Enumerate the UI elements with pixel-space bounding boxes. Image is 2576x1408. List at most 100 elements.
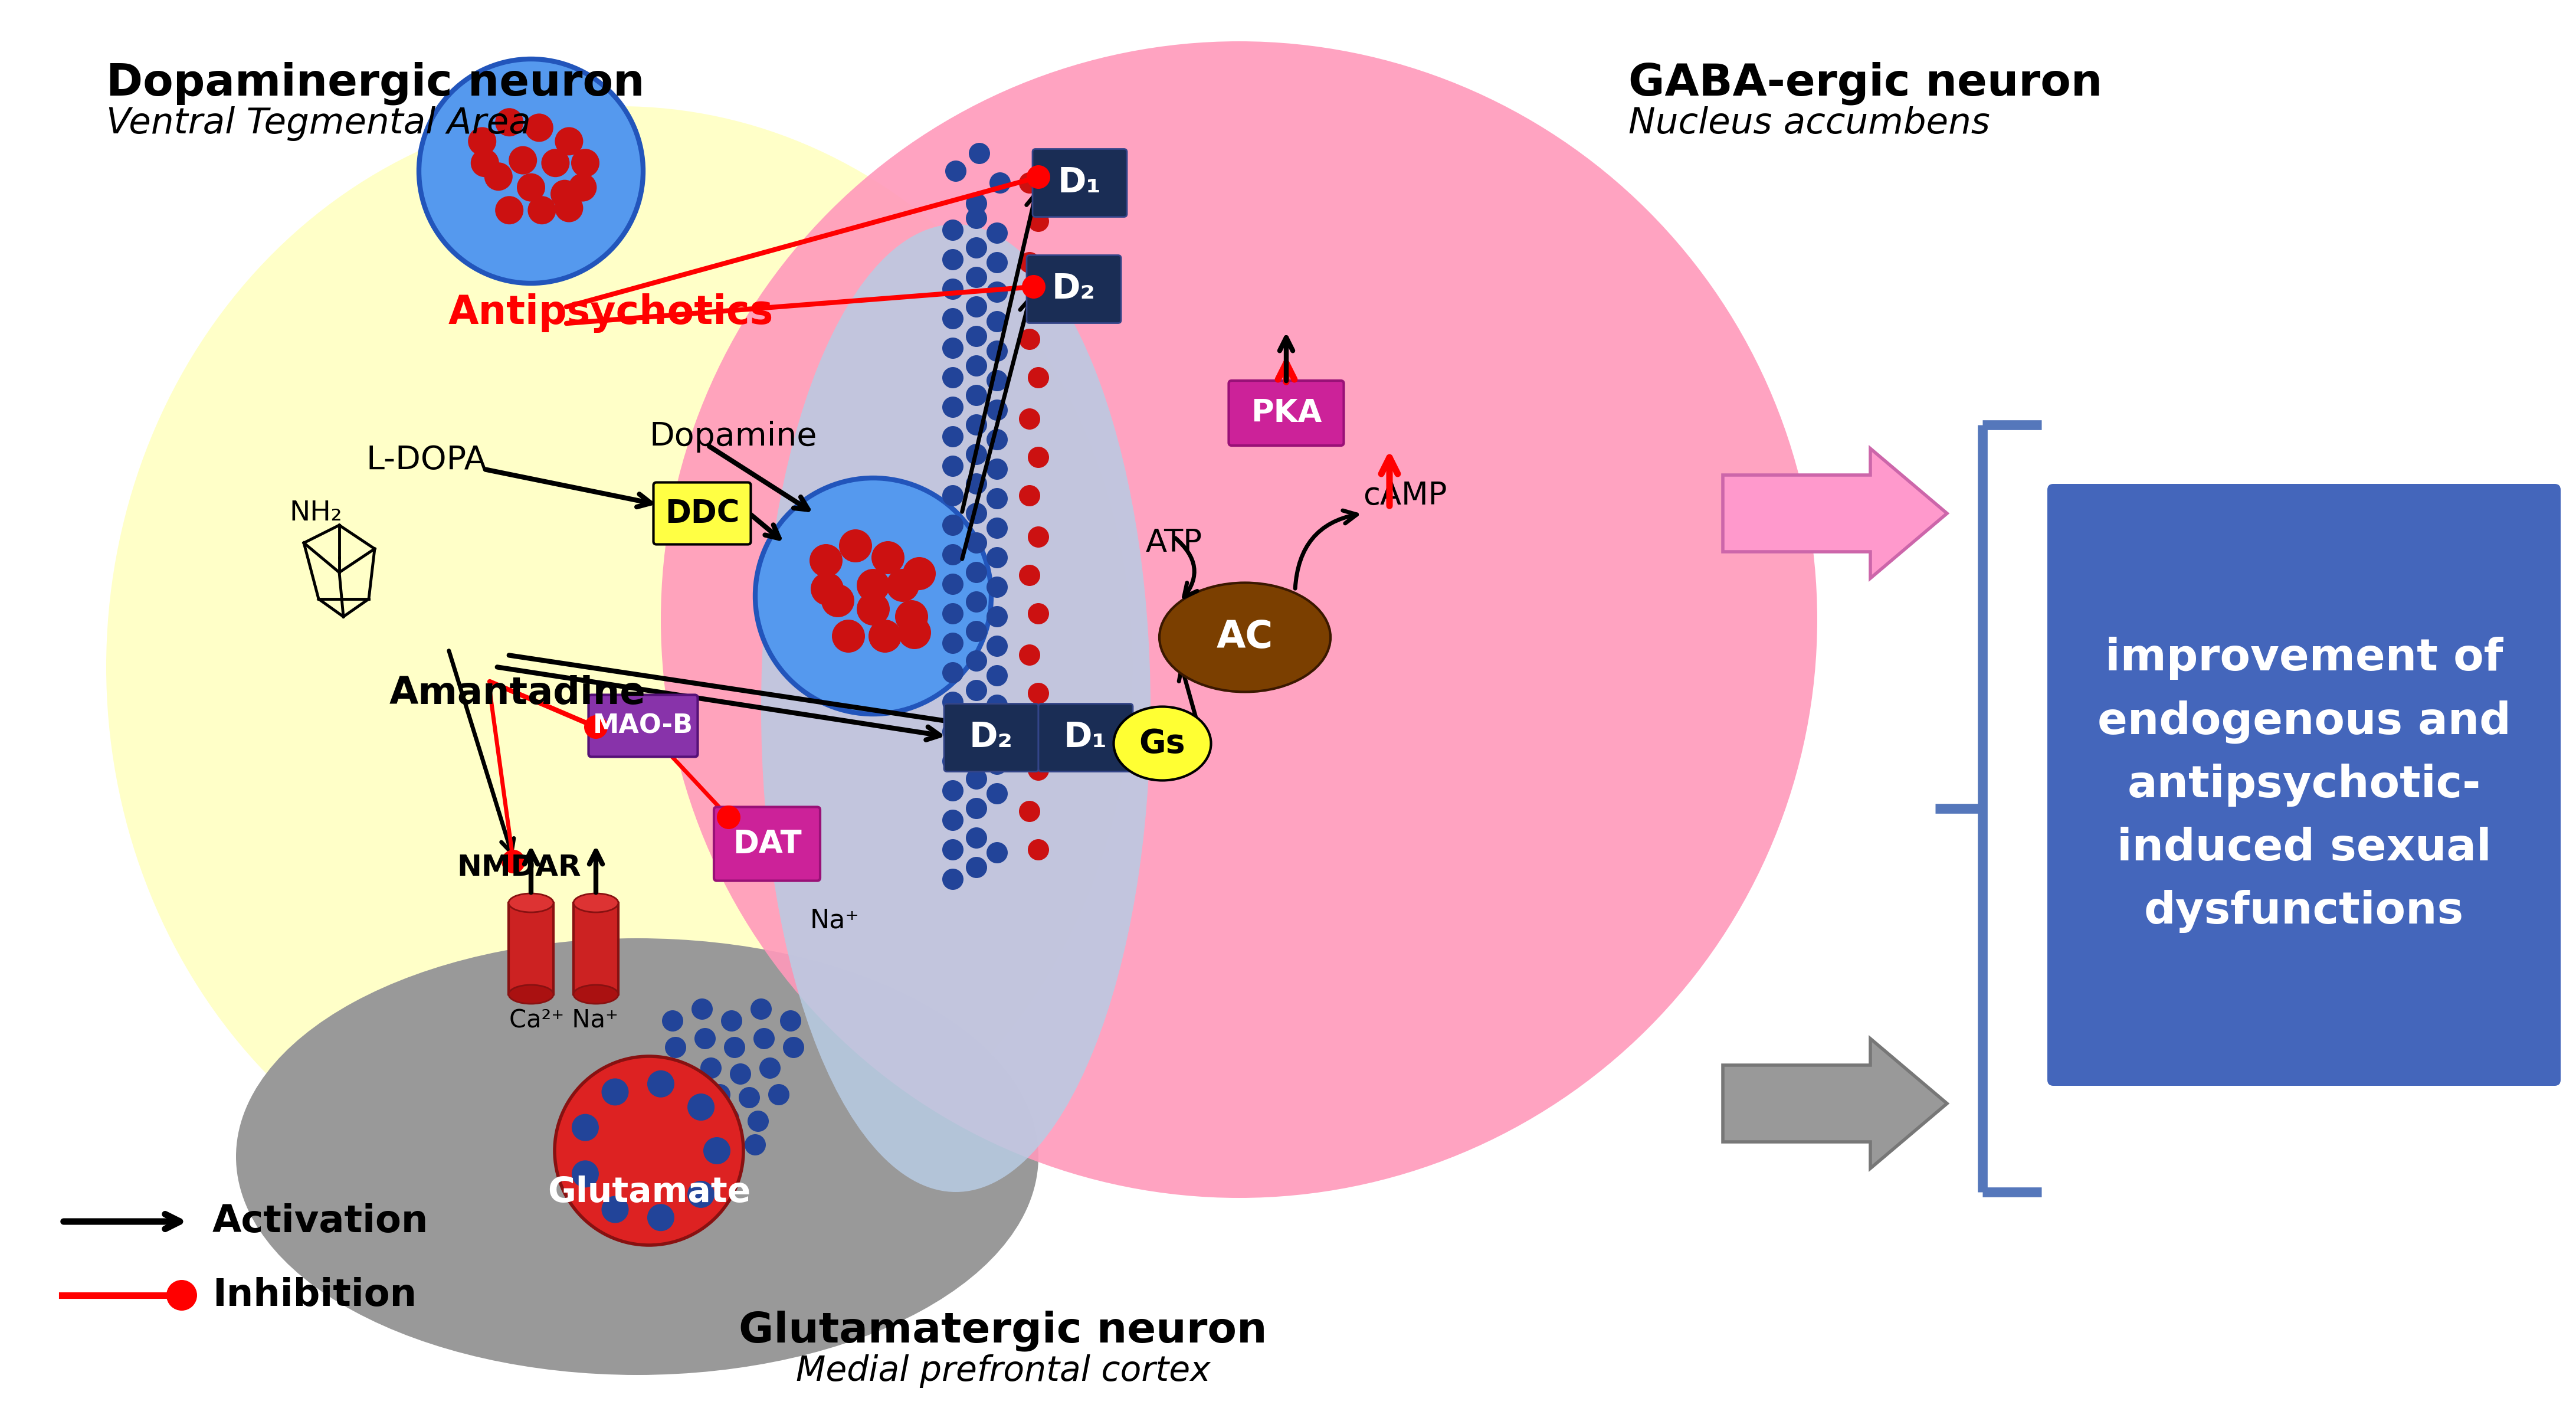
Text: improvement of
endogenous and
antipsychotic-
induced sexual
dysfunctions: improvement of endogenous and antipsycho… bbox=[2097, 636, 2512, 934]
Text: DDC: DDC bbox=[665, 498, 739, 529]
Circle shape bbox=[1028, 759, 1048, 780]
Text: D₁: D₁ bbox=[1059, 166, 1103, 200]
Circle shape bbox=[554, 127, 582, 155]
Circle shape bbox=[167, 1280, 198, 1311]
Ellipse shape bbox=[760, 224, 1151, 1193]
Circle shape bbox=[969, 142, 989, 165]
Circle shape bbox=[647, 1204, 675, 1231]
Circle shape bbox=[1028, 290, 1048, 311]
Circle shape bbox=[987, 605, 1007, 628]
Text: MAO-B: MAO-B bbox=[592, 712, 693, 739]
Circle shape bbox=[943, 397, 963, 418]
Circle shape bbox=[966, 444, 987, 465]
Text: Activation: Activation bbox=[211, 1204, 428, 1240]
Text: Amantadine: Amantadine bbox=[389, 674, 647, 711]
Circle shape bbox=[502, 850, 526, 873]
Circle shape bbox=[943, 543, 963, 566]
Circle shape bbox=[495, 108, 523, 137]
Circle shape bbox=[708, 1084, 732, 1105]
Circle shape bbox=[822, 584, 855, 617]
Circle shape bbox=[943, 869, 963, 890]
Circle shape bbox=[701, 1057, 721, 1079]
FancyBboxPatch shape bbox=[943, 704, 1038, 772]
Text: AC: AC bbox=[1216, 620, 1273, 656]
Circle shape bbox=[518, 173, 546, 201]
Text: DAT: DAT bbox=[732, 828, 801, 859]
Circle shape bbox=[943, 308, 963, 329]
Circle shape bbox=[729, 1063, 752, 1084]
Ellipse shape bbox=[507, 894, 554, 912]
Ellipse shape bbox=[1113, 707, 1211, 780]
Text: Nucleus accumbens: Nucleus accumbens bbox=[1628, 106, 1991, 141]
Text: Na⁺: Na⁺ bbox=[809, 908, 860, 934]
Circle shape bbox=[943, 456, 963, 477]
Circle shape bbox=[987, 311, 1007, 332]
Circle shape bbox=[572, 1114, 598, 1140]
Circle shape bbox=[484, 162, 513, 190]
Circle shape bbox=[495, 196, 523, 224]
Circle shape bbox=[966, 769, 987, 790]
Circle shape bbox=[1020, 172, 1041, 193]
Circle shape bbox=[943, 721, 963, 742]
FancyBboxPatch shape bbox=[1033, 149, 1126, 217]
Circle shape bbox=[902, 558, 935, 590]
Circle shape bbox=[688, 1181, 714, 1208]
Circle shape bbox=[1028, 165, 1051, 189]
Circle shape bbox=[987, 753, 1007, 774]
Circle shape bbox=[1028, 367, 1048, 389]
Circle shape bbox=[585, 715, 608, 739]
Ellipse shape bbox=[574, 984, 618, 1004]
Circle shape bbox=[647, 1070, 675, 1097]
FancyBboxPatch shape bbox=[587, 696, 698, 758]
Circle shape bbox=[987, 222, 1007, 244]
Circle shape bbox=[809, 543, 842, 577]
Ellipse shape bbox=[237, 938, 1038, 1376]
Text: Ca²⁺ Na⁺: Ca²⁺ Na⁺ bbox=[510, 1008, 618, 1033]
Circle shape bbox=[943, 632, 963, 653]
FancyArrow shape bbox=[1723, 449, 1947, 579]
Circle shape bbox=[572, 149, 600, 177]
Circle shape bbox=[1020, 252, 1041, 273]
Circle shape bbox=[528, 196, 556, 224]
Circle shape bbox=[1023, 275, 1046, 298]
Circle shape bbox=[670, 1063, 693, 1084]
Circle shape bbox=[1020, 721, 1041, 742]
Circle shape bbox=[662, 1011, 683, 1032]
Circle shape bbox=[755, 477, 992, 714]
Text: D₂: D₂ bbox=[1051, 272, 1095, 306]
Text: D₂: D₂ bbox=[969, 721, 1012, 755]
Circle shape bbox=[894, 600, 927, 634]
Circle shape bbox=[1020, 328, 1041, 351]
Text: Glutamatergic neuron: Glutamatergic neuron bbox=[739, 1309, 1267, 1352]
Circle shape bbox=[526, 114, 554, 142]
Circle shape bbox=[966, 325, 987, 346]
Circle shape bbox=[747, 1111, 768, 1132]
Circle shape bbox=[943, 691, 963, 712]
Circle shape bbox=[716, 805, 739, 829]
Circle shape bbox=[987, 489, 1007, 510]
Bar bbox=[574, 903, 618, 994]
Circle shape bbox=[420, 59, 644, 283]
Circle shape bbox=[966, 355, 987, 376]
Circle shape bbox=[943, 514, 963, 536]
Circle shape bbox=[943, 603, 963, 624]
Circle shape bbox=[989, 172, 1010, 193]
Text: cAMP: cAMP bbox=[1363, 480, 1448, 511]
Circle shape bbox=[987, 548, 1007, 569]
Circle shape bbox=[943, 750, 963, 772]
Circle shape bbox=[507, 146, 536, 175]
Bar bbox=[507, 903, 554, 994]
Circle shape bbox=[781, 1011, 801, 1032]
Circle shape bbox=[966, 503, 987, 524]
Circle shape bbox=[987, 694, 1007, 715]
Circle shape bbox=[1028, 211, 1048, 232]
Circle shape bbox=[1020, 408, 1041, 429]
Circle shape bbox=[987, 635, 1007, 656]
Circle shape bbox=[886, 569, 920, 601]
Circle shape bbox=[943, 279, 963, 300]
Circle shape bbox=[551, 180, 580, 208]
Circle shape bbox=[987, 842, 1007, 863]
Ellipse shape bbox=[574, 894, 618, 912]
Circle shape bbox=[899, 617, 930, 649]
Circle shape bbox=[719, 1108, 739, 1129]
